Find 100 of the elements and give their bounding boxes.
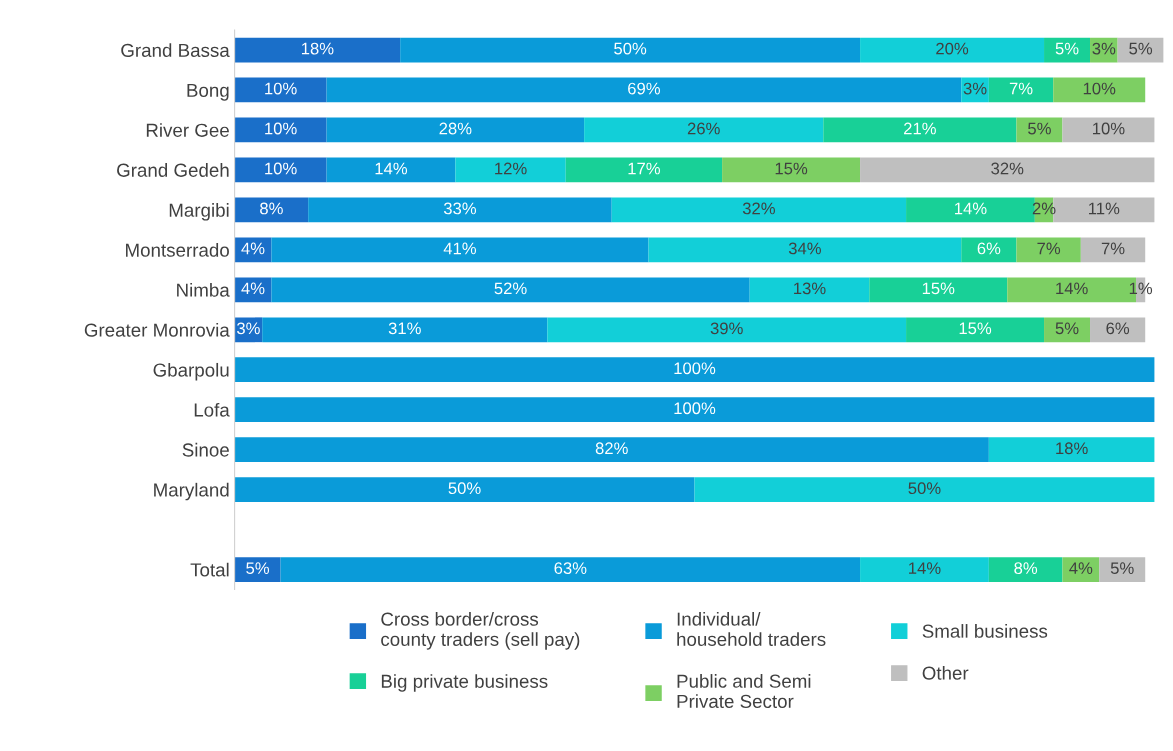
bar (326, 117, 585, 143)
data-label: 13% (794, 282, 826, 295)
data-label: 8% (1014, 562, 1038, 575)
bar (988, 557, 1063, 582)
data-label: 5% (1055, 322, 1079, 335)
legend-label: Small business (922, 624, 1048, 638)
data-label: 69% (628, 82, 661, 95)
bar (280, 557, 861, 582)
bar (584, 117, 824, 143)
bar (262, 317, 548, 343)
data-label: 32% (991, 162, 1024, 175)
data-label: 28% (439, 122, 472, 135)
data-label: 14% (375, 162, 408, 175)
bar (906, 317, 1045, 343)
data-label: 34% (788, 242, 821, 255)
bar (234, 197, 309, 223)
data-label: 39% (710, 322, 743, 335)
data-label: 15% (775, 162, 808, 175)
bar (234, 117, 327, 143)
bar (234, 397, 1155, 423)
data-label: 3% (963, 82, 987, 95)
data-label: 26% (687, 122, 720, 135)
bar (749, 277, 870, 303)
y-tick-label: Grand Bassa (121, 43, 230, 57)
y-tick-label: Maryland (154, 482, 229, 501)
data-label: 4% (1069, 562, 1093, 574)
bar (234, 437, 989, 463)
y-tick-label: Nimba (177, 283, 230, 297)
bar (455, 157, 566, 183)
data-label: 15% (959, 322, 992, 335)
bar (234, 357, 1155, 383)
data-label: 5% (1028, 122, 1051, 135)
data-label: 10% (265, 122, 297, 135)
data-label: 3% (1092, 42, 1116, 55)
y-tick-label: Montserrado (126, 243, 229, 257)
data-label: 7% (1009, 82, 1033, 95)
data-label: 5% (246, 562, 270, 575)
data-label: 18% (301, 42, 334, 55)
data-label: 6% (1106, 322, 1130, 335)
bar (988, 77, 1054, 103)
data-label: 63% (554, 562, 587, 575)
bar (1062, 117, 1155, 143)
data-label: 50% (448, 482, 481, 495)
data-label: 32% (742, 202, 775, 215)
data-label: 4% (241, 282, 265, 295)
data-label: 5% (1055, 42, 1079, 55)
bar (961, 237, 1017, 263)
data-label: 7% (1037, 242, 1061, 255)
data-label: 31% (388, 322, 421, 335)
bar (1099, 557, 1146, 582)
bar (326, 157, 456, 183)
y-tick-label: Grand Gedeh (117, 163, 229, 177)
y-tick-label: River Gee (146, 123, 229, 137)
legend-label: Individual/ household traders (677, 612, 826, 646)
data-label: 52% (494, 282, 527, 295)
y-tick-label: Sinoe (182, 442, 229, 457)
bar (547, 317, 907, 343)
data-label: 82% (595, 442, 628, 455)
bar (860, 157, 1155, 183)
data-label: 18% (1056, 442, 1088, 455)
bar (988, 437, 1155, 463)
data-label: 4% (241, 242, 265, 255)
data-label: 41% (443, 242, 477, 255)
data-label: 5% (1110, 562, 1134, 575)
bar (1053, 77, 1146, 103)
legend-label: Public and Semi Private Sector (677, 674, 811, 709)
bar (823, 117, 1017, 143)
data-label: 8% (260, 202, 283, 215)
bar (400, 37, 861, 63)
data-label: 17% (628, 162, 661, 175)
data-label: 50% (614, 42, 647, 55)
data-label: 10% (1093, 122, 1125, 135)
bar (860, 37, 1045, 63)
y-tick-label: Gbarpolu (153, 362, 229, 381)
bar (1080, 237, 1146, 263)
bar (234, 77, 327, 103)
bar (869, 277, 1008, 303)
data-label: 12% (495, 162, 527, 175)
bar (234, 557, 281, 582)
data-label: 33% (443, 202, 477, 215)
legend-label: Big private business (381, 674, 548, 692)
y-tick-label: Bong (187, 83, 229, 101)
bar (860, 557, 989, 582)
bar (611, 197, 907, 223)
data-label: 7% (1101, 242, 1125, 255)
bar (234, 37, 401, 63)
bar (565, 157, 723, 183)
bar (1090, 317, 1146, 343)
data-label: 10% (265, 82, 297, 95)
bar (1062, 557, 1100, 582)
data-label: 20% (936, 42, 969, 55)
y-tick-label: Lofa (194, 402, 230, 417)
bar (271, 237, 649, 263)
data-label: 14% (909, 562, 941, 574)
data-label: 10% (1083, 82, 1116, 95)
bar (271, 277, 750, 303)
bar (308, 197, 612, 223)
data-label: 10% (265, 162, 297, 175)
data-label: 3% (236, 322, 260, 335)
bar (648, 237, 962, 263)
